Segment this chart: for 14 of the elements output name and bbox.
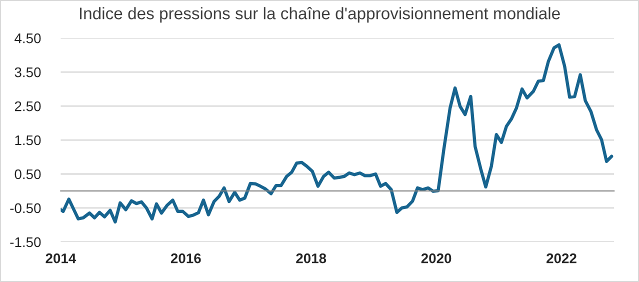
- y-tick-label: 4.50: [14, 33, 41, 44]
- y-tick-label: 0.50: [14, 169, 41, 180]
- y-tick-label: -1.50: [10, 237, 41, 248]
- y-tick-label: 3.50: [14, 67, 41, 78]
- chart-title: Indice des pressions sur la chaîne d'approvisionnement mondiale: [80, 7, 560, 23]
- x-tick-label: 2018: [296, 253, 326, 264]
- x-tick-label: 2020: [421, 253, 452, 264]
- line-series: [60, 43, 614, 224]
- y-tick-label: 2.50: [14, 101, 41, 112]
- y-tick-label: -0.50: [10, 203, 41, 214]
- y-tick-label: 1.50: [15, 135, 41, 146]
- x-tick-label: 2014: [46, 253, 76, 264]
- x-tick-label: 2016: [170, 253, 201, 264]
- x-tick-label: 2022: [546, 253, 576, 264]
